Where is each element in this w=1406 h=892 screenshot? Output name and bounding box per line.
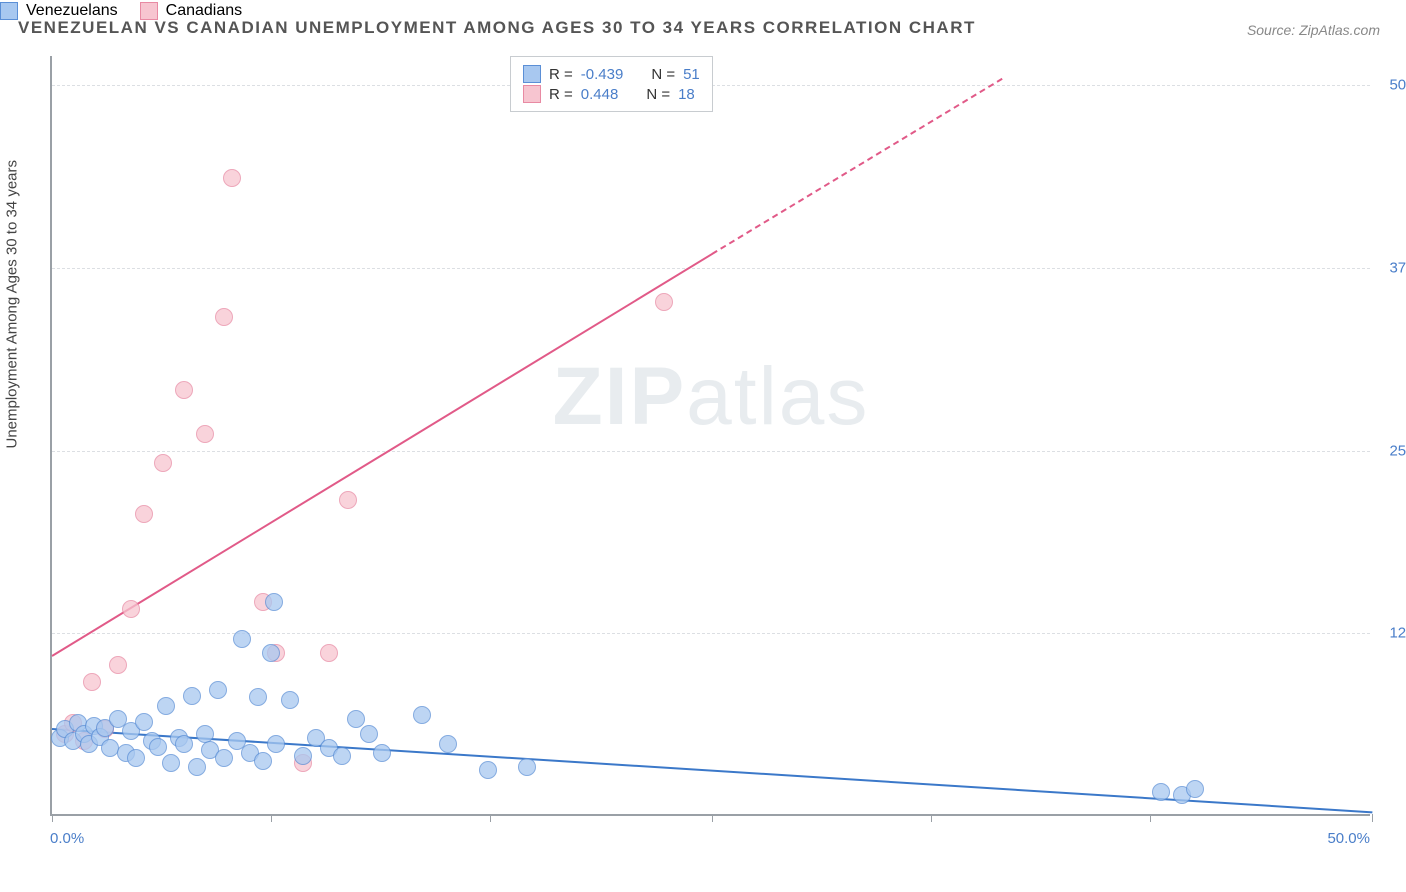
scatter-point-canadians bbox=[154, 454, 172, 472]
scatter-point-venezuelans bbox=[373, 744, 391, 762]
gridline bbox=[52, 451, 1370, 452]
source-attribution: Source: ZipAtlas.com bbox=[1247, 22, 1380, 38]
scatter-point-venezuelans bbox=[149, 738, 167, 756]
watermark: ZIPatlas bbox=[553, 350, 870, 444]
y-tick-label: 25.0% bbox=[1389, 442, 1406, 459]
scatter-point-venezuelans bbox=[347, 710, 365, 728]
y-tick-label: 37.5% bbox=[1389, 259, 1406, 276]
x-axis-min-label: 0.0% bbox=[50, 830, 84, 847]
scatter-point-venezuelans bbox=[479, 761, 497, 779]
n-value-2: 18 bbox=[678, 86, 695, 103]
scatter-point-canadians bbox=[655, 293, 673, 311]
swatch-venezuelans bbox=[0, 2, 18, 20]
scatter-point-venezuelans bbox=[254, 752, 272, 770]
scatter-point-canadians bbox=[122, 600, 140, 618]
x-tick bbox=[931, 814, 932, 822]
scatter-point-canadians bbox=[320, 644, 338, 662]
trend-line bbox=[711, 78, 1002, 255]
watermark-atlas: atlas bbox=[686, 351, 869, 442]
scatter-point-venezuelans bbox=[249, 688, 267, 706]
trend-line bbox=[51, 253, 712, 657]
chart-title: VENEZUELAN VS CANADIAN UNEMPLOYMENT AMON… bbox=[18, 18, 976, 38]
scatter-point-venezuelans bbox=[439, 735, 457, 753]
r-value-1: -0.439 bbox=[581, 66, 624, 83]
scatter-point-venezuelans bbox=[209, 681, 227, 699]
scatter-point-canadians bbox=[83, 673, 101, 691]
x-tick bbox=[490, 814, 491, 822]
n-label: N = bbox=[651, 66, 675, 83]
scatter-point-venezuelans bbox=[265, 593, 283, 611]
y-tick-label: 50.0% bbox=[1389, 77, 1406, 94]
scatter-point-venezuelans bbox=[1152, 783, 1170, 801]
r-label: R = bbox=[549, 66, 573, 83]
scatter-point-canadians bbox=[175, 381, 193, 399]
scatter-point-venezuelans bbox=[135, 713, 153, 731]
scatter-point-venezuelans bbox=[281, 691, 299, 709]
x-axis-max-label: 50.0% bbox=[1327, 830, 1370, 847]
scatter-point-venezuelans bbox=[518, 758, 536, 776]
x-tick bbox=[712, 814, 713, 822]
scatter-point-venezuelans bbox=[1186, 780, 1204, 798]
n-label: N = bbox=[646, 86, 670, 103]
scatter-point-canadians bbox=[196, 425, 214, 443]
scatter-point-venezuelans bbox=[267, 735, 285, 753]
gridline bbox=[52, 268, 1370, 269]
scatter-point-venezuelans bbox=[127, 749, 145, 767]
scatter-point-canadians bbox=[215, 308, 233, 326]
swatch-canadians bbox=[523, 85, 541, 103]
scatter-point-venezuelans bbox=[183, 687, 201, 705]
scatter-point-venezuelans bbox=[157, 697, 175, 715]
x-tick bbox=[1150, 814, 1151, 822]
scatter-point-canadians bbox=[223, 169, 241, 187]
r-label: R = bbox=[549, 86, 573, 103]
scatter-point-canadians bbox=[339, 491, 357, 509]
x-tick bbox=[1372, 814, 1373, 822]
scatter-point-venezuelans bbox=[175, 735, 193, 753]
scatter-point-venezuelans bbox=[162, 754, 180, 772]
r-value-2: 0.448 bbox=[581, 86, 619, 103]
watermark-zip: ZIP bbox=[553, 351, 687, 442]
scatter-point-venezuelans bbox=[294, 747, 312, 765]
x-tick bbox=[271, 814, 272, 822]
scatter-point-canadians bbox=[135, 505, 153, 523]
y-axis-title: Unemployment Among Ages 30 to 34 years bbox=[4, 160, 21, 449]
swatch-venezuelans bbox=[523, 65, 541, 83]
scatter-point-venezuelans bbox=[262, 644, 280, 662]
scatter-point-canadians bbox=[109, 656, 127, 674]
scatter-point-venezuelans bbox=[188, 758, 206, 776]
scatter-point-venezuelans bbox=[413, 706, 431, 724]
scatter-point-venezuelans bbox=[233, 630, 251, 648]
scatter-point-venezuelans bbox=[360, 725, 378, 743]
n-value-1: 51 bbox=[683, 66, 700, 83]
stats-row-venezuelans: R = -0.439 N = 51 bbox=[523, 65, 700, 83]
scatter-point-venezuelans bbox=[333, 747, 351, 765]
y-tick-label: 12.5% bbox=[1389, 625, 1406, 642]
x-tick bbox=[52, 814, 53, 822]
plot-area: ZIPatlas 12.5%25.0%37.5%50.0% bbox=[50, 56, 1370, 816]
stats-row-canadians: R = 0.448 N = 18 bbox=[523, 85, 700, 103]
scatter-point-venezuelans bbox=[215, 749, 233, 767]
stats-legend: R = -0.439 N = 51 R = 0.448 N = 18 bbox=[510, 56, 713, 112]
